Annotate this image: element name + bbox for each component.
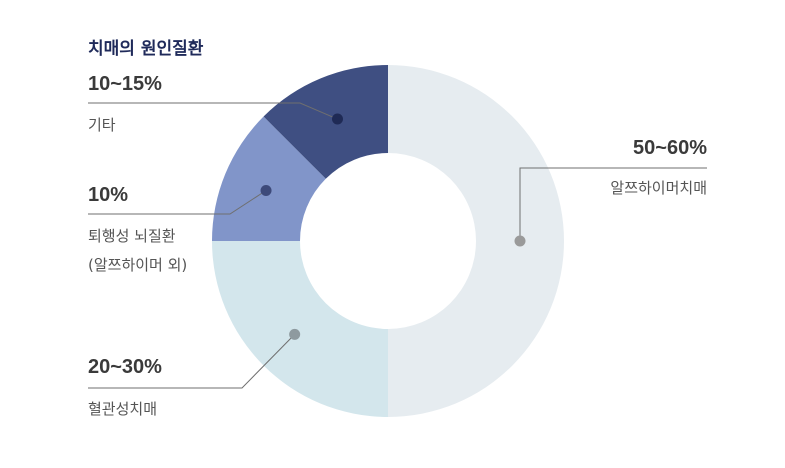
slice-2 bbox=[212, 116, 326, 241]
leader-line-0 bbox=[519, 167, 707, 241]
slice-3-label: 기타 bbox=[88, 116, 116, 134]
slice-1-percent: 20~30% bbox=[88, 356, 162, 378]
slice-0-label: 알쯔하이머치매 bbox=[610, 179, 707, 197]
slice-dot-3 bbox=[331, 113, 343, 125]
slices-group bbox=[212, 65, 564, 417]
slice-0 bbox=[388, 65, 564, 417]
slice-3 bbox=[263, 65, 388, 179]
slice-0-percent: 50~60% bbox=[633, 137, 707, 159]
leader-line-3 bbox=[88, 102, 338, 120]
chart-title: 치매의 원인질환 bbox=[88, 39, 204, 59]
slice-2-label: 퇴행성 뇌질환 bbox=[88, 227, 176, 245]
slice-2-percent: 10% bbox=[88, 184, 129, 206]
slice-1 bbox=[212, 241, 388, 417]
slice-1-label: 혈관성치매 bbox=[88, 400, 158, 418]
slice-2-label-line2: (알쯔하이머 외) bbox=[88, 256, 188, 274]
slice-dot-1 bbox=[289, 328, 301, 340]
leader-lines-group bbox=[88, 102, 707, 389]
slice-3-percent: 10~15% bbox=[88, 73, 162, 95]
slice-dot-0 bbox=[514, 235, 526, 247]
leader-line-1 bbox=[88, 333, 296, 389]
leader-line-2 bbox=[88, 190, 267, 215]
slice-dot-2 bbox=[260, 184, 272, 196]
